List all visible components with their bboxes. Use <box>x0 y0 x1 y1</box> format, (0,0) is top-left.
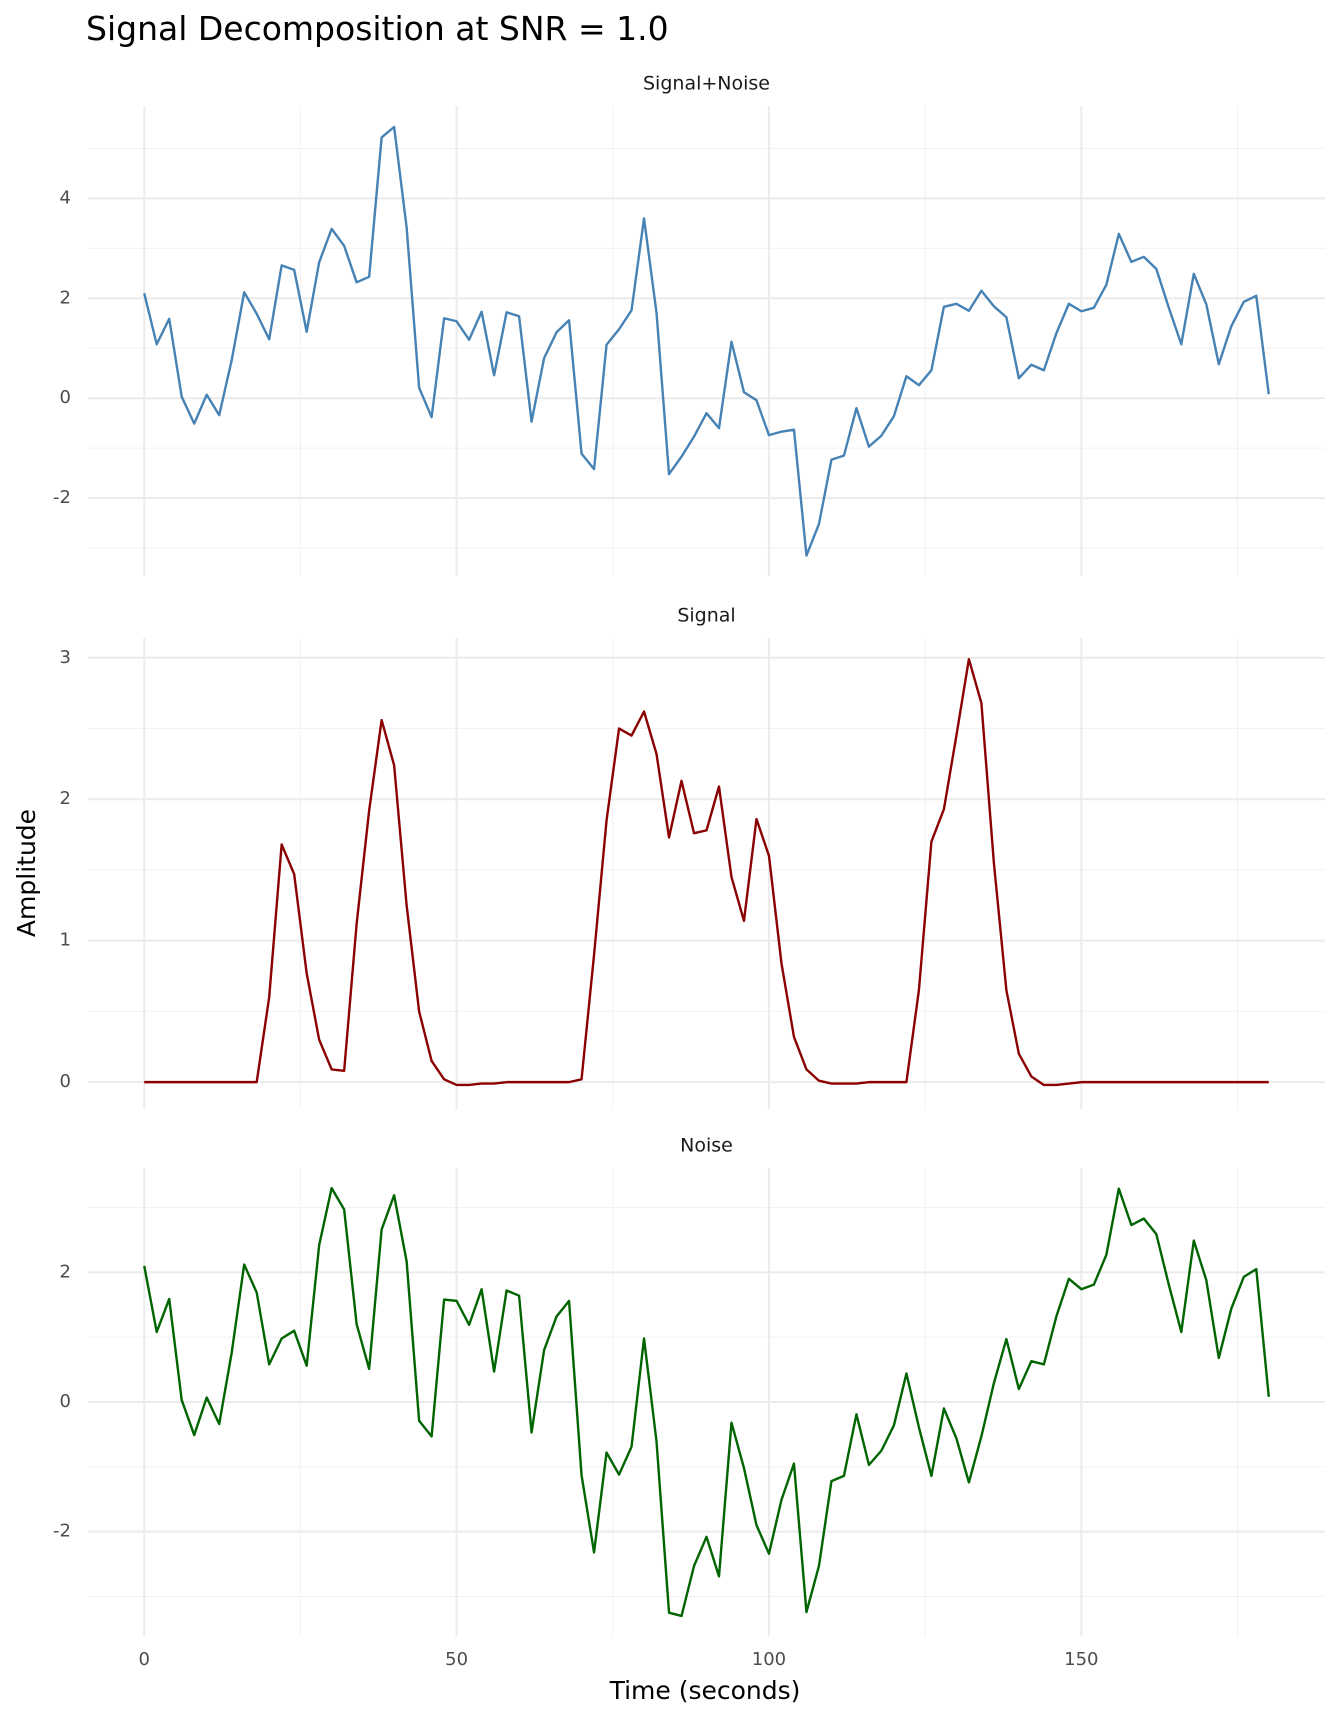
y-tick-label: 1 <box>60 930 71 951</box>
panel-title: Noise <box>680 1135 733 1157</box>
y-tick-label: 3 <box>60 647 71 668</box>
series-line <box>143 125 1270 557</box>
y-tick-label: 0 <box>60 1391 71 1412</box>
y-tick-label: 0 <box>60 387 71 408</box>
series-line <box>143 1186 1270 1618</box>
x-tick-label: 50 <box>445 1649 468 1670</box>
y-tick-label: -2 <box>53 1521 71 1542</box>
y-tick-label: 2 <box>60 287 71 308</box>
y-tick-label: 4 <box>60 187 71 208</box>
x-tick-label: 150 <box>1064 1649 1098 1670</box>
y-tick-label: 0 <box>60 1071 71 1092</box>
x-tick-label: 0 <box>139 1649 150 1670</box>
chart-title: Signal Decomposition at SNR = 1.0 <box>86 9 669 48</box>
y-tick-label: 2 <box>60 788 71 809</box>
x-tick-label: 100 <box>752 1649 786 1670</box>
panel-title: Signal+Noise <box>643 73 770 95</box>
y-axis-title: Amplitude <box>12 809 41 937</box>
y-tick-label: 2 <box>60 1261 71 1282</box>
panel-title: Signal <box>677 605 735 627</box>
y-tick-label: -2 <box>53 487 71 508</box>
series-line <box>144 658 1269 1087</box>
x-axis-title: Time (seconds) <box>609 1676 801 1705</box>
